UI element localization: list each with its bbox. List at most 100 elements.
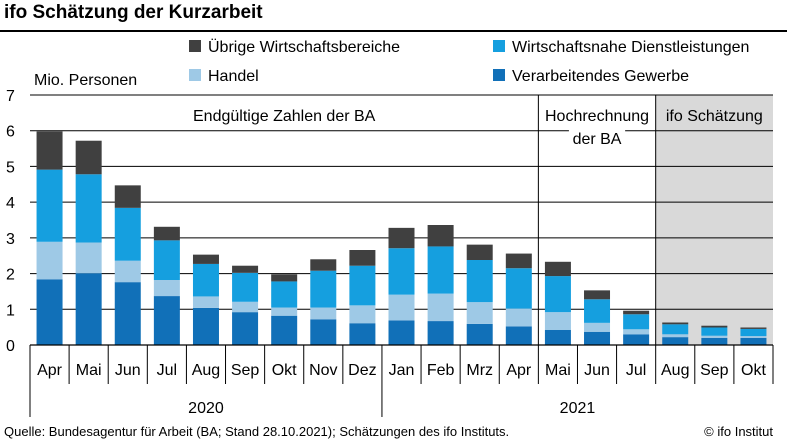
bar-segment-verarbeitendes	[232, 312, 259, 345]
y-tick-label: 5	[6, 159, 15, 176]
bar-segment-dienstleistungen	[271, 281, 298, 308]
section-label-text: Hochrechnung	[545, 108, 649, 125]
x-tick-label: Okt	[741, 362, 766, 379]
legend-swatch	[493, 40, 505, 52]
year-label: 2020	[188, 400, 224, 417]
bar-segment-verarbeitendes	[271, 315, 298, 345]
bar-segment-uebrige	[466, 244, 493, 260]
x-tick-label: Jul	[157, 362, 177, 379]
bar-segment-uebrige	[310, 259, 337, 271]
bar-segment-uebrige	[388, 227, 415, 249]
bar-segment-dienstleistungen	[36, 169, 63, 242]
bar-segment-verarbeitendes	[36, 279, 63, 345]
bar-segment-dienstleistungen	[310, 270, 337, 308]
bar-segment-verarbeitendes	[427, 321, 454, 345]
x-tick-label: Sep	[700, 362, 729, 379]
section-label-bg	[542, 105, 652, 126]
bar-segment-verarbeitendes	[75, 273, 102, 345]
bar-segment-verarbeitendes	[388, 320, 415, 345]
section-label: ifo Schätzung	[655, 105, 773, 126]
bar-segment-uebrige	[623, 310, 650, 315]
x-tick-label: Apr	[506, 362, 532, 379]
bar-segment-dienstleistungen	[388, 248, 415, 295]
copyright: © ifo Institut	[704, 424, 773, 439]
bar-segment-verarbeitendes	[544, 330, 571, 345]
bar-segment-verarbeitendes	[114, 282, 141, 345]
bar-segment-handel	[349, 305, 376, 324]
section-label-text: der BA	[573, 131, 622, 148]
title-rule	[0, 30, 787, 32]
bar-segment-uebrige	[75, 140, 102, 175]
y-tick-label: 1	[6, 302, 15, 319]
x-tick-label: Jan	[389, 362, 415, 379]
bar-segment-verarbeitendes	[466, 323, 493, 345]
y-tick-label: 0	[6, 338, 15, 355]
bar-segment-dienstleistungen	[701, 327, 728, 336]
x-tick-label: Feb	[427, 362, 455, 379]
y-tick-label: 3	[6, 231, 15, 248]
legend-item: Verarbeitendes Gewerbe	[493, 68, 689, 85]
year-label: 2021	[560, 400, 596, 417]
bar-segment-handel	[153, 280, 180, 297]
estimate-shaded-region	[655, 95, 773, 345]
legend-item: Wirtschaftsnahe Dienstleistungen	[493, 39, 749, 56]
section-label-bg	[568, 128, 626, 149]
bar-segment-handel	[388, 294, 415, 321]
bar-segment-handel	[740, 336, 767, 338]
bar-segment-dienstleistungen	[505, 268, 532, 309]
bar-segment-handel	[505, 308, 532, 327]
bar-segment-dienstleistungen	[192, 263, 219, 297]
x-tick-label: Aug	[661, 362, 689, 379]
x-tick-label: Sep	[231, 362, 260, 379]
bar-segment-verarbeitendes	[192, 307, 219, 345]
bar-segment-handel	[544, 312, 571, 330]
bar-segment-uebrige	[36, 131, 63, 170]
legend-item: Übrige Wirtschaftsbereiche	[189, 38, 400, 56]
bar-segment-dienstleistungen	[153, 240, 180, 280]
legend-label: Handel	[208, 68, 259, 85]
bar-segment-verarbeitendes	[740, 337, 767, 345]
y-axis-label: Mio. Personen	[34, 72, 137, 89]
y-tick-label: 7	[6, 88, 15, 105]
bar-segment-handel	[310, 307, 337, 320]
y-tick-label: 6	[6, 124, 15, 141]
bar-segment-handel	[584, 322, 611, 332]
bar-segment-handel	[701, 335, 728, 338]
section-label-text: Endgültige Zahlen der BA	[193, 108, 376, 125]
bar-segment-handel	[662, 334, 689, 338]
x-tick-label: Jun	[584, 362, 610, 379]
section-label-bg	[177, 105, 391, 126]
x-tick-label: Jun	[115, 362, 141, 379]
bar-segment-dienstleistungen	[740, 328, 767, 337]
bar-segment-uebrige	[427, 225, 454, 247]
x-tick-label: Mai	[545, 362, 571, 379]
bar-segment-dienstleistungen	[427, 246, 454, 294]
section-label-text: ifo Schätzung	[666, 108, 763, 125]
bar-segment-handel	[466, 302, 493, 324]
bar-segment-verarbeitendes	[584, 331, 611, 345]
bar-segment-handel	[427, 293, 454, 322]
bar-segment-uebrige	[271, 274, 298, 282]
bar-segment-uebrige	[153, 226, 180, 241]
legend-swatch	[493, 69, 505, 81]
bar-segment-verarbeitendes	[623, 334, 650, 345]
bar-segment-dienstleistungen	[114, 207, 141, 261]
bar-segment-uebrige	[192, 254, 219, 264]
legend-label: Verarbeitendes Gewerbe	[512, 68, 689, 85]
chart-title: ifo Schätzung der Kurzarbeit	[4, 2, 263, 23]
bar-segment-uebrige	[584, 290, 611, 300]
legend-label: Übrige Wirtschaftsbereiche	[208, 38, 400, 56]
bar-segment-handel	[114, 260, 141, 283]
bar-segment-handel	[232, 301, 259, 313]
legend-item: Handel	[189, 68, 259, 85]
bar-segment-handel	[271, 307, 298, 316]
x-tick-label: Dez	[348, 362, 376, 379]
x-tick-label: Okt	[272, 362, 297, 379]
x-tick-label: Jul	[626, 362, 646, 379]
bar-segment-dienstleistungen	[75, 174, 102, 243]
x-tick-label: Apr	[37, 362, 63, 379]
bar-segment-dienstleistungen	[466, 260, 493, 303]
section-label-bg	[655, 105, 773, 126]
x-tick-label: Nov	[309, 362, 337, 379]
